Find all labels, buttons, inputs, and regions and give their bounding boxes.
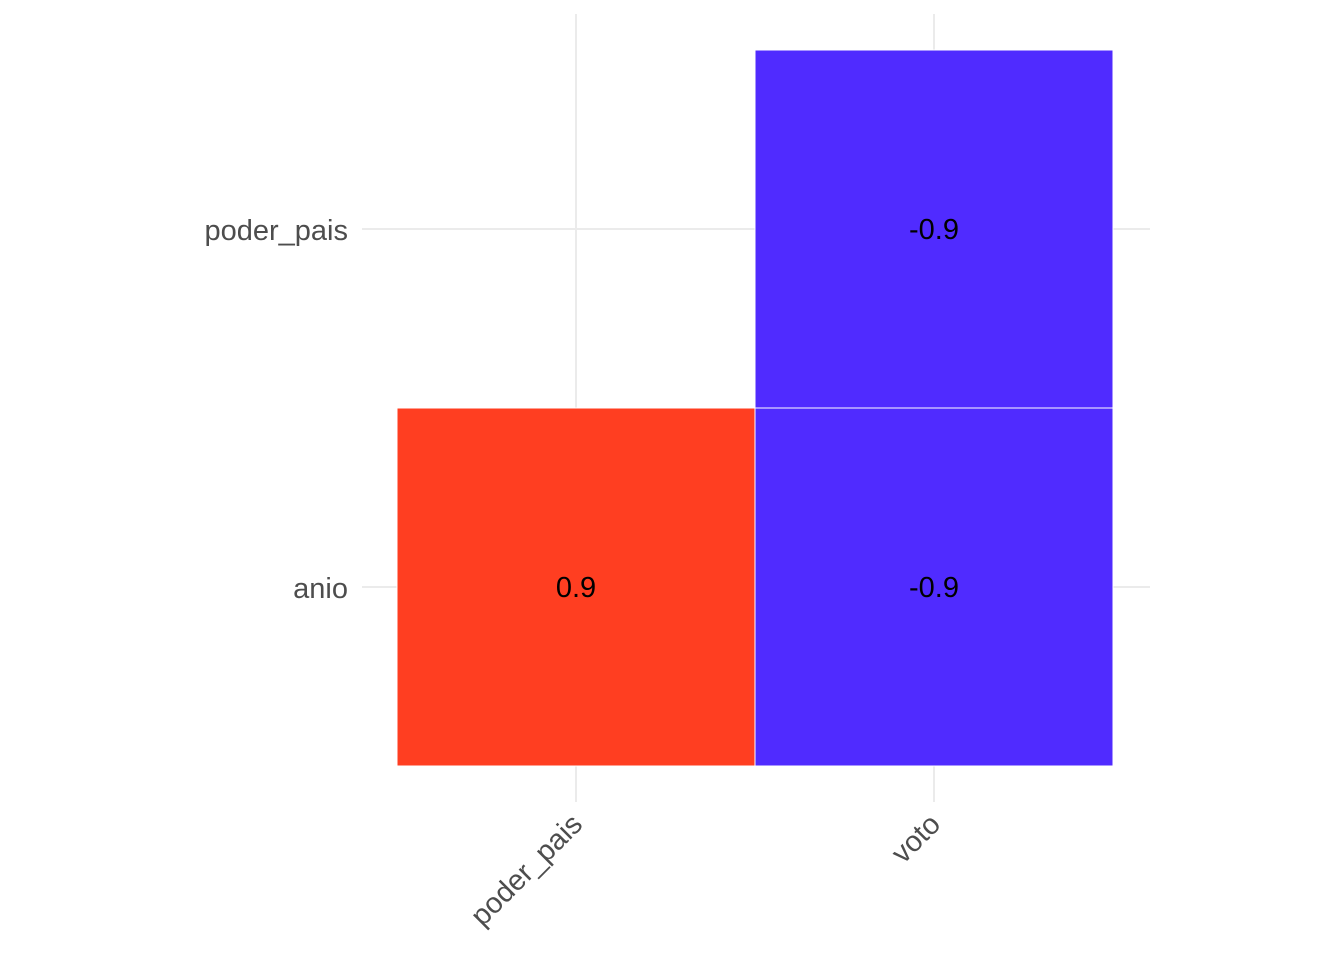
- heatmap-cell-voto-anio: [754, 407, 1114, 767]
- x-axis-tick-labels: poder_pais voto: [465, 808, 947, 932]
- cell-value-label-voto-poder_pais: -0.9: [909, 214, 959, 246]
- y-tick-label-poder_pais: poder_pais: [205, 215, 349, 247]
- cell-value-label-poder_pais-anio: 0.9: [556, 572, 596, 604]
- x-tick-label-poder_pais: poder_pais: [465, 808, 589, 932]
- cell-value-label-voto-anio: -0.9: [909, 572, 959, 604]
- heatmap-cells: [396, 49, 1114, 767]
- heatmap-cell-voto-poder_pais: [754, 49, 1114, 409]
- cell-value-labels: 0.9 -0.9 -0.9: [556, 214, 959, 604]
- heatmap-cell-poder_pais-anio: [396, 407, 756, 767]
- y-tick-label-anio: anio: [293, 573, 348, 605]
- x-tick-label-voto: voto: [886, 808, 947, 869]
- y-axis-tick-labels: anio poder_pais: [205, 215, 349, 605]
